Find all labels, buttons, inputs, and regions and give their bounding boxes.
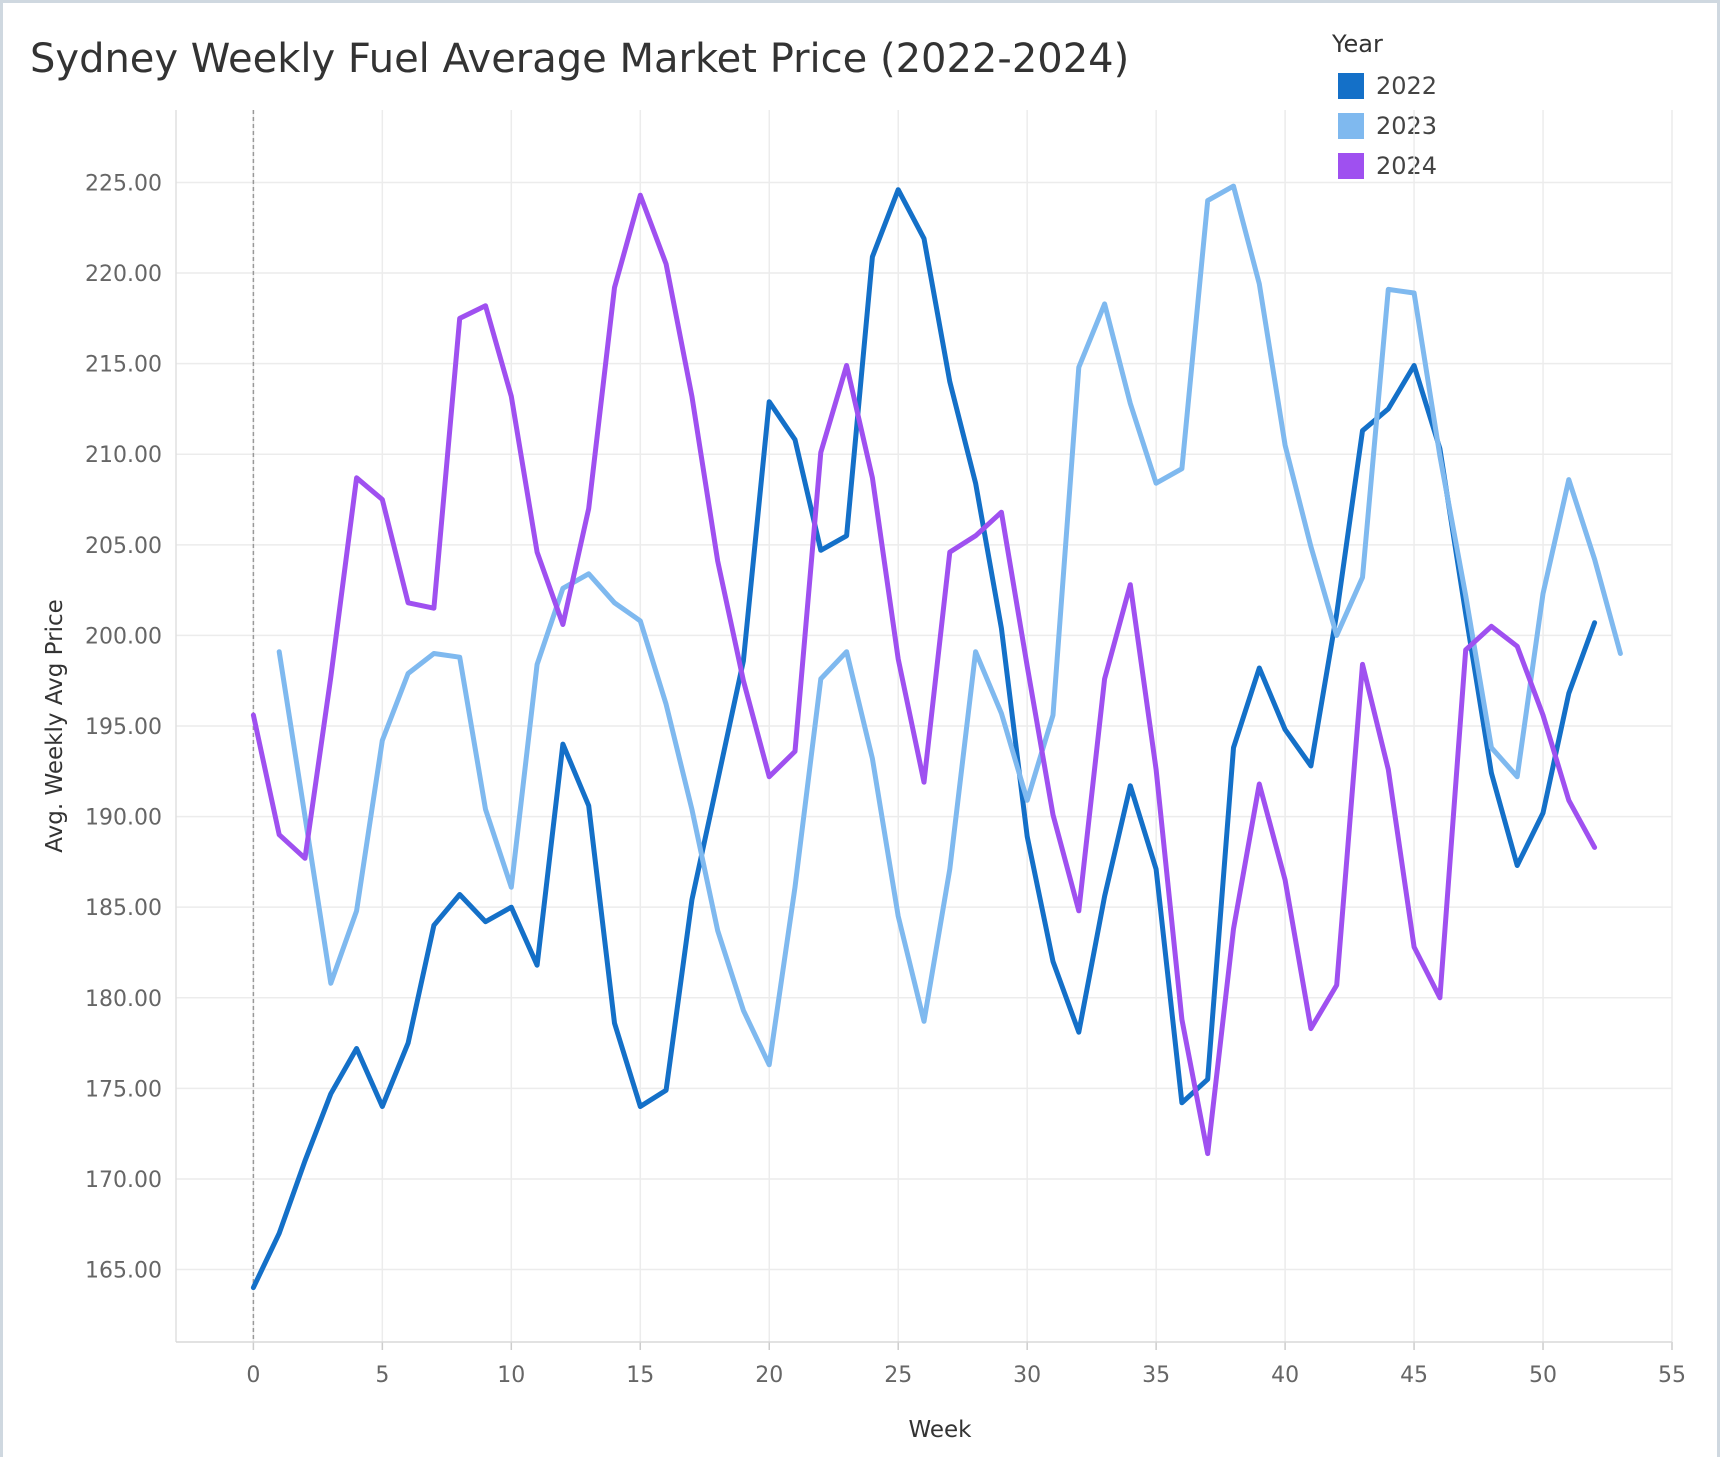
x-tick-label: 35: [1142, 1363, 1170, 1388]
series-line-2024: [250, 192, 1598, 1157]
y-tick-label: 190.00: [85, 806, 162, 831]
x-tick-label: 5: [375, 1363, 389, 1388]
y-tick-label: 180.00: [85, 987, 162, 1012]
y-axis-label: Avg. Weekly Avg Price: [42, 599, 68, 853]
legend-label-2024: 2024: [1376, 152, 1438, 180]
legend-swatch-2024: [1338, 153, 1364, 179]
x-tick-label: 20: [755, 1363, 783, 1388]
legend-swatch-2023: [1338, 113, 1364, 139]
legend-label-2023: 2023: [1376, 112, 1438, 140]
y-tick-label: 215.00: [85, 353, 162, 378]
x-tick-label: 45: [1400, 1363, 1428, 1388]
y-tick-label: 200.00: [85, 624, 162, 649]
y-tick-label: 210.00: [85, 443, 162, 468]
chart-title: Sydney Weekly Fuel Average Market Price …: [30, 36, 1130, 82]
y-tick-label: 170.00: [85, 1168, 162, 1193]
legend-title: Year: [1332, 30, 1383, 58]
legend-item-2022[interactable]: 2022: [1332, 66, 1437, 106]
y-tick-label: 220.00: [85, 262, 162, 287]
legend-label-2022: 2022: [1376, 72, 1438, 100]
x-tick-label: 50: [1529, 1363, 1557, 1388]
y-tick-label: 205.00: [85, 534, 162, 559]
y-tick-label: 185.00: [85, 896, 162, 921]
y-tick-label: 195.00: [85, 715, 162, 740]
legend-item-2024[interactable]: 2024: [1332, 146, 1437, 186]
x-tick-label: 10: [497, 1363, 525, 1388]
legend-item-2023[interactable]: 2023: [1332, 106, 1437, 146]
series-line-2023: [276, 183, 1623, 1068]
y-tick-label: 225.00: [85, 171, 162, 196]
x-tick-label: 25: [884, 1363, 912, 1388]
y-tick-label: 175.00: [85, 1077, 162, 1102]
x-tick-label: 55: [1658, 1363, 1686, 1388]
y-tick-label: 165.00: [85, 1259, 162, 1284]
legend: Year 2022 2023 2024: [1332, 30, 1437, 186]
x-tick-label: 15: [626, 1363, 654, 1388]
x-tick-label: 40: [1271, 1363, 1299, 1388]
legend-swatch-2022: [1338, 73, 1364, 99]
series-line-2022: [250, 187, 1598, 1291]
x-tick-label: 0: [246, 1363, 260, 1388]
x-tick-label: 30: [1013, 1363, 1041, 1388]
x-axis-label: Week: [908, 1417, 972, 1443]
